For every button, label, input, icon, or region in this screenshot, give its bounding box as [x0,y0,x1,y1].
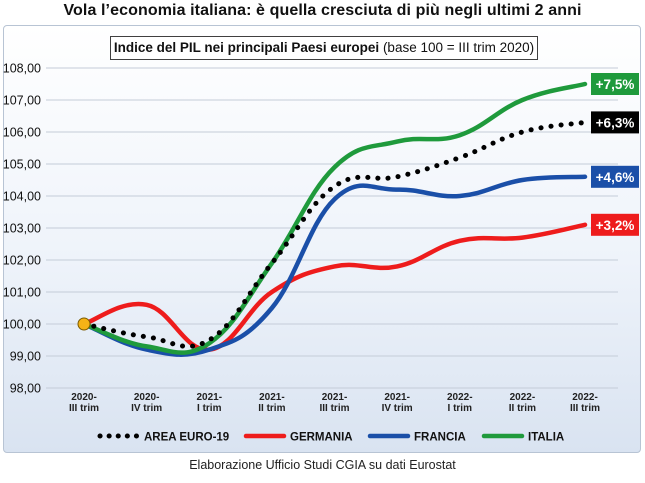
x-tick-line: 2021- [384,392,410,403]
source-note: Elaborazione Ufficio Studi CGIA su dati … [189,458,456,472]
x-tick-line: III trim [570,403,600,414]
y-tick-label: 98,00 [10,382,41,396]
series-line-germania [81,222,588,352]
legend-label-francia: FRANCIA [414,432,466,444]
x-tick-line: I trim [448,403,473,414]
x-tick-line: 2022- [572,392,598,403]
end-label-box-francia [591,165,639,188]
subtitle-rest: (base 100 = III trim 2020) [379,40,535,55]
end-label-box-area-euro-19 [591,111,639,134]
y-tick-label: 102,00 [3,254,41,268]
x-tick-line: 2021- [322,392,348,403]
y-tick-label: 99,00 [10,350,41,364]
legend: AREA EURO-19 GERMANIA FRANCIA ITALIA [97,432,564,444]
end-label-germania: +3,2% [596,218,635,233]
x-tick-line: 2020- [71,392,97,403]
x-tick-label: 2021-I trim [196,392,222,414]
y-tick-label: 106,00 [3,126,41,140]
series-line-italia [81,81,588,355]
y-tick-label: 103,00 [3,222,41,236]
gridlines [46,67,618,389]
end-label-area-euro-19: +6,3% [596,115,635,130]
legend-label-area-euro-19: AREA EURO-19 [144,432,229,444]
series-lines [81,81,588,357]
subtitle-bold: Indice del PIL nei principali Paesi euro… [113,40,380,55]
legend-label-italia: ITALIA [528,432,564,444]
x-tick-line: III trim [69,403,99,414]
x-tick-label: 2020-III trim [69,392,99,414]
chart-title: Vola l’economia italiana: è quella cresc… [63,2,582,19]
end-label-box-germania [591,213,639,236]
series-line-area-euro-19 [81,119,588,349]
y-tick-label: 104,00 [3,190,41,204]
y-tick-label: 101,00 [3,286,41,300]
x-tick-line: III trim [319,403,349,414]
y-tick-label: 108,00 [3,62,41,76]
x-tick-label: 2022-I trim [447,392,473,414]
series-line-francia [81,174,588,357]
end-label-italia: +7,5% [596,77,635,92]
x-tick-label: 2020-IV trim [131,392,162,414]
y-tick-label: 107,00 [3,94,41,108]
x-tick-line: II trim [258,403,285,414]
x-tick-label: 2022-II trim [509,392,536,414]
y-axis: 98,00 99,00 100,00 101,00 102,00 103,00 104,00… [3,62,41,396]
x-tick-line: IV trim [131,403,162,414]
x-tick-line: 2021- [259,392,285,403]
y-tick-label: 100,00 [3,318,41,332]
x-tick-line: I trim [197,403,222,414]
x-tick-line: 2021- [196,392,222,403]
x-tick-label: 2021-IV trim [382,392,413,414]
end-labels: +6,3% +3,2% +4,6% +7,5% [591,73,639,236]
legend-label-germania: GERMANIA [290,432,353,444]
x-tick-label: 2022-III trim [570,392,600,414]
chart-subtitle: Indice del PIL nei principali Paesi euro… [110,36,538,60]
end-label-francia: +4,6% [596,170,635,185]
x-tick-line: 2020- [134,392,160,403]
x-tick-label: 2021-II trim [258,392,285,414]
x-tick-line: IV trim [382,403,413,414]
x-tick-line: II trim [509,403,536,414]
end-label-box-italia [591,73,639,95]
x-tick-line: 2022- [510,392,536,403]
y-tick-label: 105,00 [3,158,41,172]
base-point-marker [77,317,91,331]
base-point-group [77,317,91,331]
x-tick-line: 2022- [447,392,473,403]
x-tick-label: 2021-III trim [319,392,349,414]
